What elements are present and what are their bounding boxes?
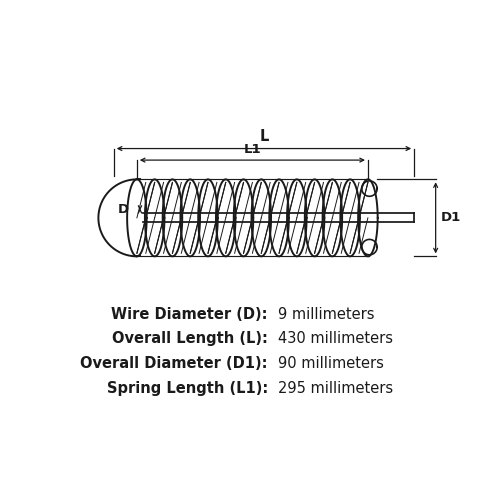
Text: 9 millimeters: 9 millimeters <box>278 306 374 322</box>
Text: 430 millimeters: 430 millimeters <box>278 331 393 346</box>
Text: D1: D1 <box>440 212 460 224</box>
Text: L: L <box>260 129 268 144</box>
Text: 295 millimeters: 295 millimeters <box>278 380 393 396</box>
Text: L1: L1 <box>244 143 261 156</box>
Text: Wire Diameter (D):: Wire Diameter (D): <box>112 306 268 322</box>
Text: 90 millimeters: 90 millimeters <box>278 356 384 371</box>
Text: Spring Length (L1):: Spring Length (L1): <box>106 380 268 396</box>
Text: Overall Diameter (D1):: Overall Diameter (D1): <box>80 356 268 371</box>
Text: Overall Length (L):: Overall Length (L): <box>112 331 268 346</box>
Text: D: D <box>118 203 129 216</box>
